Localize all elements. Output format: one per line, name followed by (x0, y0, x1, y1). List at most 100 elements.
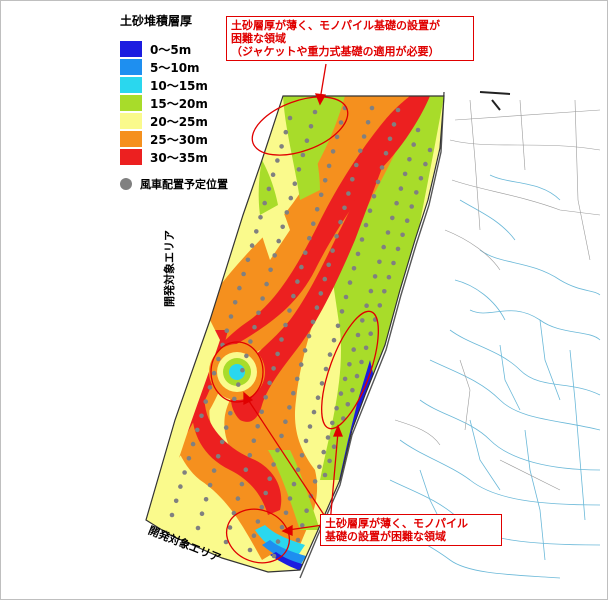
turbine-position (361, 134, 367, 139)
turbine-position (252, 324, 257, 330)
turbine-position (310, 319, 316, 325)
turbine-position (224, 328, 230, 334)
turbine-position (383, 150, 389, 156)
turbine-position (207, 385, 213, 390)
turbine-position (427, 147, 433, 153)
turbine-position (343, 294, 349, 300)
turbine-position (292, 181, 298, 186)
turbine-position (240, 367, 245, 373)
callout-north-line1: 土砂層厚が薄く、モノパイル基礎の設置が (231, 19, 440, 32)
legend-item: 0～5m (120, 40, 208, 58)
turbine-position (228, 314, 234, 319)
turbine-position (271, 366, 276, 371)
legend: 0～5m 5～10m 10～15m 15～20m 20～25m 25～30m 30～35m (120, 40, 208, 166)
turbine-position (199, 511, 205, 516)
turbine-position (334, 234, 339, 239)
turbine-position (371, 194, 377, 199)
turbine-position (409, 204, 415, 209)
turbine-position (266, 186, 272, 192)
turbine-position (259, 504, 265, 510)
turbine-position (263, 490, 269, 496)
legend-item: 15～20m (120, 94, 208, 112)
legend-swatch (120, 41, 142, 57)
turbine-position (195, 427, 200, 433)
turbine-position (330, 420, 335, 426)
turbine-position (275, 158, 280, 163)
turbine-position (338, 219, 343, 225)
turbine-position (398, 186, 404, 191)
turbine-position (317, 464, 322, 470)
turbine-position (190, 441, 196, 447)
turbine-position (244, 353, 249, 359)
turbine-position (182, 470, 187, 475)
turbine-position (386, 274, 392, 280)
turbine-position (295, 279, 300, 284)
turbine-position (375, 179, 381, 185)
turbine-position (407, 157, 412, 162)
turbine-position (339, 309, 345, 314)
turbine-position (247, 547, 253, 553)
turbine-position (330, 149, 336, 154)
turbine-position (169, 512, 175, 518)
turbine-position (364, 303, 369, 309)
turbine-position (259, 409, 265, 415)
turbine-position (311, 221, 316, 226)
turbine-position (377, 303, 383, 308)
callout-north-line2: 困難な領域 (231, 32, 286, 45)
turbine-position (334, 134, 340, 140)
turbine-position (326, 262, 332, 268)
turbine-position (298, 362, 304, 367)
turbine-position (382, 289, 387, 294)
turbine-position (385, 230, 391, 235)
legend-swatch (120, 113, 142, 129)
turbine-position (322, 178, 328, 183)
turbine-position (287, 496, 293, 501)
turbine-position (284, 210, 290, 215)
legend-label: 5～10m (150, 60, 200, 75)
turbine-position (377, 259, 382, 265)
turbine-position (330, 248, 335, 253)
turbine-position (338, 391, 344, 396)
turbine-position (231, 510, 237, 516)
turbine-position (314, 207, 320, 212)
land-area (299, 90, 601, 580)
turbine-position (308, 124, 314, 129)
turbine-position (321, 449, 327, 455)
legend-swatch (120, 95, 142, 111)
turbine-position (391, 122, 397, 127)
difficult-area-markers (210, 96, 379, 564)
turbine-position (423, 161, 428, 167)
turbine-position (387, 136, 393, 142)
turbine-position (279, 524, 285, 530)
turbine-position (306, 333, 312, 339)
turbine-position (304, 508, 309, 513)
turbine-position (287, 405, 292, 410)
callout-north-line3: （ジャケットや重力式基礎の適用が必要） (231, 45, 440, 58)
turbine-position (275, 351, 280, 357)
turbine-position (219, 439, 225, 445)
area-label-left: 開発対象エリア (163, 230, 176, 307)
turbine-position (342, 205, 347, 211)
turbine-position (228, 410, 233, 416)
turbine-position (395, 107, 401, 113)
turbine-position (312, 109, 318, 115)
callout-south-line2: 基礎の設置が困難な領域 (325, 530, 446, 543)
difficult-area-ellipse-coast (321, 310, 379, 430)
turbine-position (318, 291, 324, 296)
turbine-position (236, 382, 241, 387)
turbine-position (275, 539, 281, 544)
turbine-position (365, 120, 371, 125)
turbine-position (295, 467, 301, 473)
turbine-position (271, 462, 276, 467)
turbine-position (215, 454, 221, 459)
turbine-position (283, 510, 289, 516)
turbine-position (287, 115, 293, 121)
turbine-position (314, 305, 320, 310)
legend-swatch (120, 77, 142, 93)
turbine-position (391, 260, 396, 266)
turbine-position (270, 172, 276, 177)
turbine-position (211, 468, 217, 473)
turbine-position (253, 229, 259, 234)
turbine-position (291, 293, 296, 299)
turbine-position (319, 381, 325, 386)
